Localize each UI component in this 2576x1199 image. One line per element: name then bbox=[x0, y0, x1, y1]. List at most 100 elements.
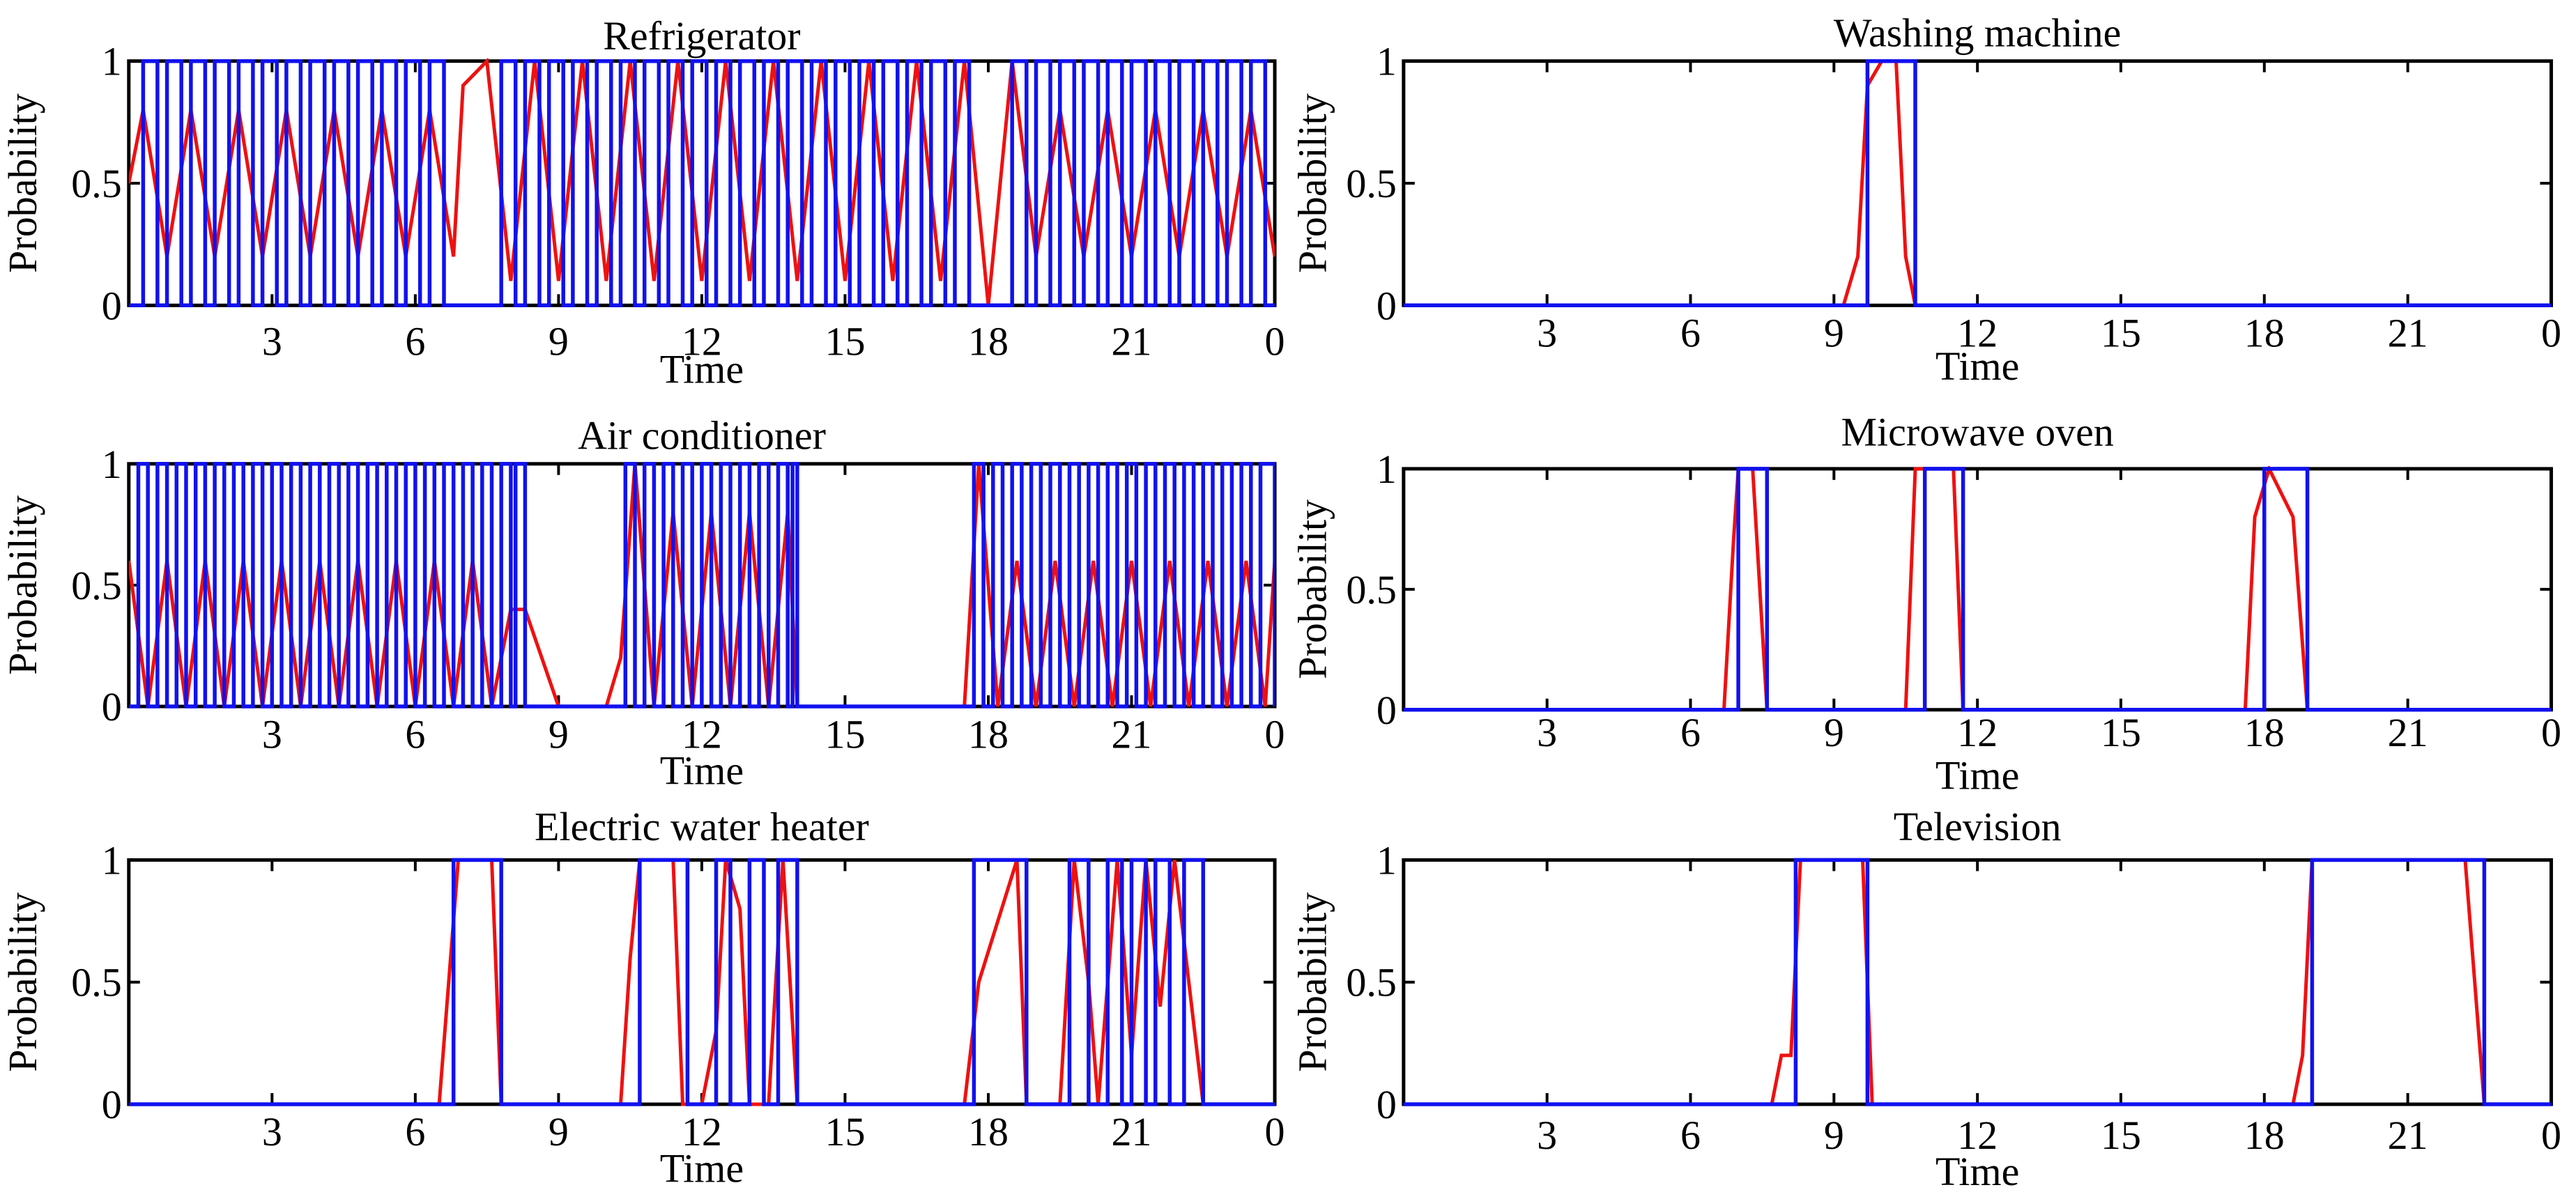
x-tick-label: 21 bbox=[2388, 1113, 2428, 1158]
y-tick-label: 0 bbox=[102, 1082, 122, 1127]
y-tick-label: 1 bbox=[102, 39, 122, 84]
subplot: Microwave oven 3 6 9 12 15 18 21 0 0 0.5 1 Time Proba… bbox=[1289, 410, 2561, 798]
series-line-state bbox=[1403, 858, 2552, 1106]
x-tick-label: 0 bbox=[1265, 711, 1285, 757]
x-axis-label: Time bbox=[1935, 1149, 2019, 1194]
x-tick-label: 9 bbox=[549, 711, 569, 757]
x-tick-label: 21 bbox=[1112, 1109, 1152, 1154]
subplot: Washing machine 3 6 9 12 15 18 21 0 0 0.5 1 Time Prob… bbox=[1289, 10, 2561, 389]
chart-title: Electric water heater bbox=[535, 804, 869, 849]
x-tick-label: 18 bbox=[2244, 311, 2285, 356]
x-tick-label: 21 bbox=[2388, 311, 2428, 356]
x-tick-label: 0 bbox=[2541, 311, 2561, 356]
x-tick-label: 3 bbox=[262, 1109, 282, 1154]
x-axis-label: Time bbox=[1935, 343, 2019, 389]
x-tick-label: 18 bbox=[968, 318, 1009, 364]
x-tick-label: 6 bbox=[1680, 1113, 1701, 1158]
x-tick-label: 15 bbox=[2101, 311, 2141, 356]
chart-title: Television bbox=[1894, 804, 2062, 849]
x-tick-label: 6 bbox=[405, 711, 425, 757]
x-tick-label: 12 bbox=[682, 711, 722, 757]
series-line-state bbox=[1403, 59, 2552, 308]
x-tick-label: 15 bbox=[2101, 1113, 2141, 1158]
series-line-state bbox=[128, 462, 1275, 709]
y-tick-label: 1 bbox=[1377, 447, 1397, 492]
x-tick-label: 18 bbox=[968, 711, 1009, 757]
series-group bbox=[128, 858, 1275, 1106]
x-tick-label: 12 bbox=[682, 1109, 722, 1154]
y-axis-label: Probability bbox=[0, 892, 45, 1072]
x-tick-label: 18 bbox=[2244, 710, 2285, 755]
x-axis-label: Time bbox=[660, 347, 744, 392]
y-tick-label: 0.5 bbox=[71, 563, 122, 608]
subplot: Air conditioner 3 6 9 12 15 18 21 0 0 0.5 1 Time Prob… bbox=[0, 412, 1285, 793]
plot-area-frame bbox=[127, 858, 1277, 1106]
y-axis-label: Probability bbox=[1289, 892, 1335, 1072]
x-tick-label: 6 bbox=[405, 318, 425, 364]
x-tick-label: 9 bbox=[1824, 311, 1844, 356]
x-tick-label: 9 bbox=[549, 1109, 569, 1154]
x-tick-label: 15 bbox=[825, 318, 865, 364]
x-tick-label: 0 bbox=[1265, 318, 1285, 364]
chart-title: Microwave oven bbox=[1841, 410, 2113, 455]
x-tick-label: 0 bbox=[2541, 1113, 2561, 1158]
x-tick-label: 18 bbox=[968, 1109, 1009, 1154]
chart-title: Refrigerator bbox=[603, 13, 800, 59]
y-tick-label: 0 bbox=[102, 283, 122, 328]
y-tick-label: 0 bbox=[1377, 283, 1397, 328]
x-tick-label: 3 bbox=[262, 318, 282, 364]
subplot: Electric water heater 3 6 9 12 15 18 21 0 0 0.5 1 Ti… bbox=[0, 804, 1285, 1191]
x-tick-label: 21 bbox=[2388, 710, 2428, 755]
x-tick-label: 9 bbox=[1824, 1113, 1844, 1158]
y-axis-label: Probability bbox=[1289, 500, 1335, 679]
series-group bbox=[128, 462, 1275, 709]
x-tick-label: 21 bbox=[1112, 711, 1152, 757]
x-tick-label: 3 bbox=[1537, 1113, 1557, 1158]
series-group bbox=[128, 58, 1275, 308]
x-tick-label: 15 bbox=[2101, 710, 2141, 755]
y-tick-label: 0 bbox=[1377, 688, 1397, 733]
x-tick-label: 12 bbox=[682, 318, 722, 364]
x-axis-label: Time bbox=[660, 1145, 744, 1191]
y-tick-label: 1 bbox=[1377, 837, 1397, 883]
x-axis-label: Time bbox=[660, 748, 744, 793]
x-tick-label: 0 bbox=[2541, 710, 2561, 755]
chart-title: Air conditioner bbox=[578, 412, 826, 458]
x-tick-label: 21 bbox=[1112, 318, 1152, 364]
x-tick-label: 12 bbox=[1957, 311, 1998, 356]
x-tick-label: 0 bbox=[1265, 1109, 1285, 1154]
y-axis-label: Probability bbox=[0, 93, 45, 273]
y-tick-label: 0.5 bbox=[71, 161, 122, 206]
x-tick-label: 6 bbox=[405, 1109, 425, 1154]
x-tick-label: 15 bbox=[825, 1109, 865, 1154]
y-tick-label: 0.5 bbox=[1346, 567, 1397, 612]
y-tick-label: 0 bbox=[1377, 1082, 1397, 1127]
series-line-state bbox=[128, 59, 1275, 308]
y-tick-label: 0.5 bbox=[71, 960, 122, 1005]
series-group bbox=[1403, 59, 2552, 308]
x-tick-label: 18 bbox=[2244, 1113, 2285, 1158]
x-tick-label: 12 bbox=[1957, 1113, 1998, 1158]
x-axis-label: Time bbox=[1935, 752, 2019, 798]
plot-area-frame bbox=[1402, 858, 2553, 1106]
x-tick-label: 9 bbox=[549, 318, 569, 364]
x-tick-label: 3 bbox=[1537, 710, 1557, 755]
series-line-state bbox=[1403, 467, 2552, 712]
series-group bbox=[1403, 858, 2552, 1106]
x-tick-label: 15 bbox=[825, 711, 865, 757]
x-tick-label: 3 bbox=[262, 711, 282, 757]
x-tick-label: 6 bbox=[1680, 710, 1701, 755]
y-axis-label: Probability bbox=[1289, 93, 1335, 273]
y-tick-label: 1 bbox=[102, 442, 122, 487]
subplot: Refrigerator 3 6 9 12 15 18 21 0 0 0.5 1 Time Probabi… bbox=[0, 13, 1285, 392]
y-tick-label: 1 bbox=[102, 837, 122, 883]
plot-area-frame bbox=[1402, 59, 2553, 307]
series-line-probability bbox=[128, 858, 1275, 1106]
y-tick-label: 0 bbox=[102, 684, 122, 729]
series-line-state bbox=[128, 858, 1275, 1106]
y-tick-label: 0.5 bbox=[1346, 960, 1397, 1005]
series-line-probability bbox=[128, 58, 1275, 306]
x-tick-label: 9 bbox=[1824, 710, 1844, 755]
chart-title: Washing machine bbox=[1834, 10, 2122, 55]
